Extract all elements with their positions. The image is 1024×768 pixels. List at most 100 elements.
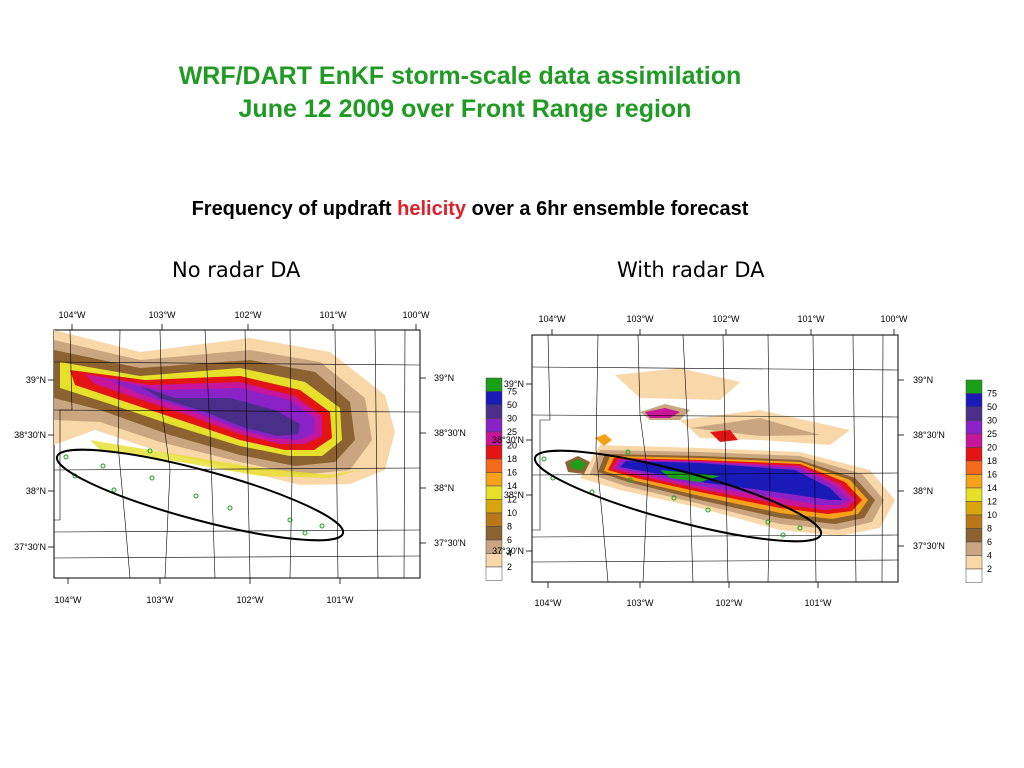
legend-level-label: 20 bbox=[987, 443, 997, 453]
lon-label-bottom: 103°W bbox=[146, 595, 174, 605]
legend-swatch bbox=[965, 406, 983, 421]
legend-level-label: 10 bbox=[987, 510, 997, 520]
county-lines-left bbox=[54, 330, 420, 578]
lon-label: 103°W bbox=[626, 314, 654, 324]
legend-level-label: 20 bbox=[507, 441, 517, 451]
lon-ticks-right bbox=[547, 329, 895, 588]
title-line-2: June 12 2009 over Front Range region bbox=[238, 95, 692, 123]
lat-label: 38°N bbox=[504, 490, 524, 500]
lat-label: 38°N bbox=[26, 486, 46, 496]
legend-level-label: 4 bbox=[507, 549, 512, 559]
lon-label: 100°W bbox=[880, 314, 908, 324]
lat-label: 39°N bbox=[504, 379, 524, 389]
legend-level-label: 12 bbox=[507, 495, 517, 505]
legend-swatch bbox=[965, 460, 983, 475]
highlight-ellipse-left bbox=[55, 448, 345, 542]
lat-label-right: 39°N bbox=[913, 375, 933, 385]
subtitle: Frequency of updraft helicity over a 6hr… bbox=[0, 198, 940, 221]
subtitle-prefix: Frequency of updraft bbox=[191, 198, 398, 220]
lat-label: 37°30'N bbox=[14, 542, 46, 552]
legend-right: 75 50 30 25 20 18 16 14 12 10 8 6 4 2 bbox=[965, 379, 997, 583]
lon-ticks-left bbox=[67, 324, 417, 584]
legend-level-label: 30 bbox=[507, 414, 517, 424]
legend-level-label: 18 bbox=[507, 454, 517, 464]
title-line-1: WRF/DART EnKF storm-scale data assimilat… bbox=[178, 62, 742, 90]
map-with-radar: 104°W 103°W 102°W 101°W 100°W 104°W 103°… bbox=[492, 314, 945, 608]
legend-level-label: 14 bbox=[987, 483, 997, 493]
lat-label-right: 38°N bbox=[434, 483, 454, 493]
lon-label: 104°W bbox=[538, 314, 566, 324]
lat-label-right: 38°N bbox=[913, 486, 933, 496]
lon-label: 101°W bbox=[797, 314, 825, 324]
legend-swatch bbox=[965, 447, 983, 462]
legend-swatch bbox=[965, 501, 983, 516]
lat-ticks-left bbox=[48, 377, 426, 548]
legend-level-label: 2 bbox=[507, 562, 512, 572]
lat-label: 38°30'N bbox=[492, 435, 524, 445]
lat-label: 38°30'N bbox=[14, 430, 46, 440]
subtitle-highlight: helicity bbox=[397, 198, 467, 220]
legend-level-label: 25 bbox=[507, 427, 517, 437]
lat-label-right: 38°30'N bbox=[434, 428, 466, 438]
legend-level-label: 50 bbox=[507, 400, 517, 410]
legend-level-label: 18 bbox=[987, 456, 997, 466]
lat-label-right: 37°30'N bbox=[434, 538, 466, 548]
legend-swatch bbox=[965, 474, 983, 489]
lon-label-bottom: 101°W bbox=[326, 595, 354, 605]
legend-level-label: 50 bbox=[987, 402, 997, 412]
legend-swatch bbox=[965, 541, 983, 556]
lon-label: 102°W bbox=[712, 314, 740, 324]
subtitle-suffix: over a 6hr ensemble forecast bbox=[466, 198, 749, 220]
lon-label: 104°W bbox=[58, 310, 86, 320]
legend-level-label: 75 bbox=[987, 389, 997, 399]
lon-label: 101°W bbox=[319, 310, 347, 320]
legend-swatch bbox=[965, 528, 983, 543]
legend-swatch bbox=[965, 420, 983, 435]
legend-level-label: 2 bbox=[987, 564, 992, 574]
lon-label: 100°W bbox=[402, 310, 430, 320]
lat-ticks-right bbox=[526, 379, 904, 552]
legend-level-label: 8 bbox=[987, 524, 992, 534]
legend-swatch bbox=[485, 566, 503, 581]
map-no-radar: 104°W 103°W 102°W 101°W 100°W 104°W 103°… bbox=[14, 310, 466, 605]
legend-level-label: 16 bbox=[507, 468, 517, 478]
lat-label-right: 38°30'N bbox=[913, 430, 945, 440]
highlight-ellipse-right bbox=[533, 449, 823, 543]
lat-label-right: 37°30'N bbox=[913, 541, 945, 551]
legend-swatch bbox=[965, 568, 983, 583]
lon-label-bottom: 104°W bbox=[54, 595, 82, 605]
lon-label-bottom: 102°W bbox=[236, 595, 264, 605]
legend-swatch bbox=[965, 393, 983, 408]
lat-label: 39°N bbox=[26, 375, 46, 385]
legend-level-label: 75 bbox=[507, 387, 517, 397]
legend-swatch bbox=[965, 514, 983, 529]
lon-label-bottom: 102°W bbox=[715, 598, 743, 608]
legend-level-label: 25 bbox=[987, 429, 997, 439]
legend-level-label: 8 bbox=[507, 522, 512, 532]
tornado-report-markers-right bbox=[541, 449, 803, 538]
lon-label-bottom: 103°W bbox=[626, 598, 654, 608]
legend-level-label: 10 bbox=[507, 508, 517, 518]
legend-level-label: 6 bbox=[507, 535, 512, 545]
legend-swatch bbox=[965, 487, 983, 502]
helicity-field-right bbox=[565, 368, 895, 536]
lon-label-bottom: 101°W bbox=[804, 598, 832, 608]
legend-level-label: 14 bbox=[507, 481, 517, 491]
legend-level-label: 12 bbox=[987, 497, 997, 507]
legend-level-label: 4 bbox=[987, 551, 992, 561]
lon-label-bottom: 104°W bbox=[534, 598, 562, 608]
lon-label: 103°W bbox=[148, 310, 176, 320]
lat-label-right: 39°N bbox=[434, 373, 454, 383]
county-lines-right bbox=[532, 335, 898, 582]
legend-swatch bbox=[965, 555, 983, 570]
legend-level-label: 6 bbox=[987, 537, 992, 547]
lon-label: 102°W bbox=[234, 310, 262, 320]
legend-level-label: 30 bbox=[987, 416, 997, 426]
legend-left: 75 50 30 25 20 18 16 14 12 10 8 6 4 2 bbox=[485, 377, 517, 581]
legend-swatch bbox=[965, 433, 983, 448]
panel-label-no-radar: No radar DA bbox=[172, 258, 301, 282]
lat-label: 37°30'N bbox=[492, 546, 524, 556]
legend-level-label: 16 bbox=[987, 470, 997, 480]
panel-label-with-radar: With radar DA bbox=[617, 258, 765, 282]
legend-swatch bbox=[965, 379, 983, 394]
